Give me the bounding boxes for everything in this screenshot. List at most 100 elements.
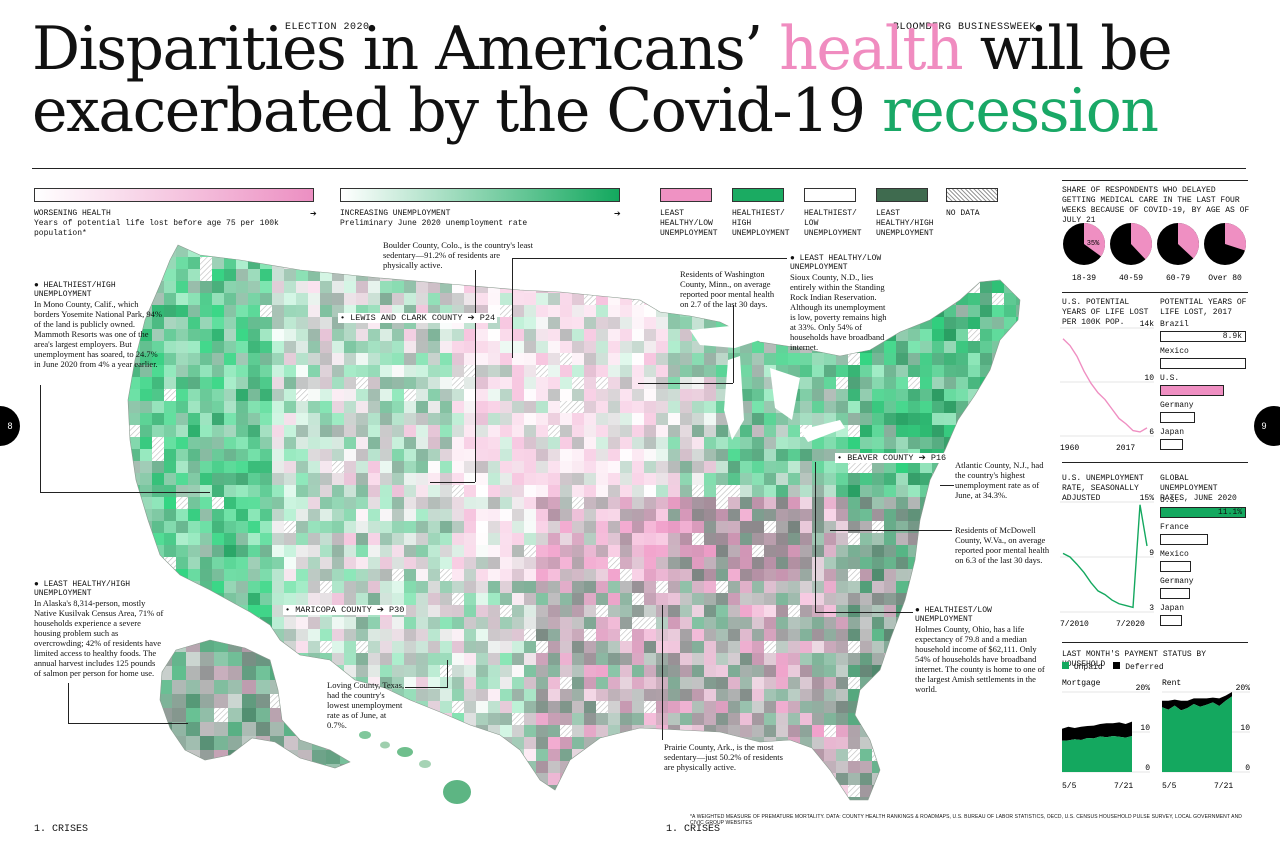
annotation-holmes-body: Holmes County, Ohio, has a life expectan… — [915, 624, 1045, 694]
county-cell — [704, 437, 716, 450]
county-cell — [452, 761, 464, 774]
bar-mexico — [1160, 358, 1246, 369]
county-cell — [152, 377, 164, 390]
county-cell — [440, 653, 452, 666]
county-cell — [500, 269, 512, 282]
bar-mexico — [1160, 561, 1191, 572]
bar-category-label: U.S. — [1160, 496, 1180, 505]
county-cell — [752, 653, 764, 666]
county-cell — [728, 713, 740, 726]
county-cell — [596, 521, 608, 534]
county-cell — [956, 245, 968, 258]
county-cell — [836, 509, 848, 522]
county-cell — [908, 785, 920, 798]
county-cell — [608, 401, 620, 414]
y-tick-label: 10 — [1140, 724, 1150, 733]
county-cell — [620, 785, 644, 798]
county-cell — [668, 713, 680, 726]
county-cell — [296, 245, 308, 258]
county-cell — [224, 485, 236, 498]
county-cell — [172, 680, 186, 695]
county-cell — [1016, 401, 1020, 414]
county-cell — [584, 773, 596, 786]
dot-icon: • — [285, 605, 296, 615]
county-cell — [548, 341, 560, 354]
county-cell — [476, 389, 488, 402]
bar-germany — [1160, 412, 1195, 423]
county-cell — [668, 581, 680, 594]
county-cell — [260, 473, 272, 486]
county-cell — [272, 389, 284, 402]
county-cell — [656, 317, 668, 330]
county-cell — [440, 473, 452, 486]
county-cell — [224, 401, 236, 414]
county-cell — [620, 713, 632, 726]
county-cell — [368, 473, 380, 486]
county-cell — [908, 713, 920, 726]
county-cell — [452, 557, 464, 570]
county-cell — [572, 377, 584, 390]
county-cell — [956, 701, 968, 714]
county-cell — [416, 281, 428, 294]
delayed-care-pies: 35%18-39 40-59 60-79 Over 80 — [1063, 223, 1246, 283]
county-cell — [512, 725, 524, 738]
county-cell — [752, 533, 764, 546]
county-cell — [716, 773, 728, 786]
county-cell — [740, 665, 752, 678]
county-cell — [932, 749, 956, 762]
county-cell — [740, 701, 752, 714]
county-cell — [272, 341, 284, 354]
county-cell — [596, 281, 608, 294]
county-cell — [224, 509, 236, 522]
county-cell — [596, 773, 608, 786]
county-cell — [260, 449, 272, 462]
county-cell — [596, 485, 608, 498]
tag-beaver[interactable]: • BEAVER COUNTY ➔ P16 — [835, 453, 949, 463]
county-cell — [824, 461, 836, 474]
county-cell — [668, 641, 680, 654]
county-cell — [260, 341, 272, 354]
county-cell — [896, 713, 920, 726]
county-cell — [452, 569, 464, 582]
county-cell — [152, 437, 164, 450]
county-cell — [284, 666, 298, 681]
county-cell — [896, 413, 908, 426]
county-cell — [164, 413, 176, 426]
county-cell — [1016, 389, 1020, 402]
county-cell — [932, 245, 944, 258]
county-cell — [968, 389, 980, 402]
unemployment-chart-group: 15%937/2010 7/2020 — [1060, 494, 1154, 629]
county-cell — [608, 245, 632, 258]
county-cell — [284, 437, 296, 450]
county-cell — [824, 629, 836, 642]
county-cell — [1004, 305, 1016, 318]
yll-2017-title: POTENTIAL YEARS OF LIFE LOST, 2017 — [1160, 298, 1247, 317]
county-cell — [992, 329, 1004, 342]
county-cell — [704, 413, 716, 426]
tag-lewis-and-clark[interactable]: • LEWIS AND CLARK COUNTY ➔ P24 — [338, 313, 498, 323]
annotation-prairie: Prairie County, Ark., is the most sedent… — [664, 742, 789, 772]
county-cell — [896, 773, 920, 786]
county-cell — [260, 257, 272, 270]
county-cell — [332, 509, 344, 522]
bar-value-label: 11.1% — [1217, 508, 1242, 517]
county-cell — [200, 785, 212, 798]
county-cell — [668, 665, 680, 678]
county-cell — [500, 437, 512, 450]
county-cell — [812, 725, 824, 738]
county-cell — [728, 437, 740, 450]
county-cell — [428, 677, 440, 690]
annotation-alaska-body: In Alaska's 8,314-person, mostly Native … — [34, 598, 164, 678]
county-cell — [788, 617, 800, 630]
unemployment-arrow-icon: ➔ — [614, 210, 621, 219]
county-cell — [812, 785, 824, 798]
county-cell — [800, 713, 812, 726]
county-cell — [164, 473, 176, 486]
county-cell — [560, 497, 572, 510]
county-cell — [272, 269, 284, 282]
county-cell — [596, 269, 608, 282]
county-cell — [800, 653, 812, 666]
county-cell — [584, 389, 596, 402]
tag-maricopa[interactable]: • MARICOPA COUNTY ➔ P30 — [283, 605, 407, 615]
county-cell — [812, 773, 824, 786]
